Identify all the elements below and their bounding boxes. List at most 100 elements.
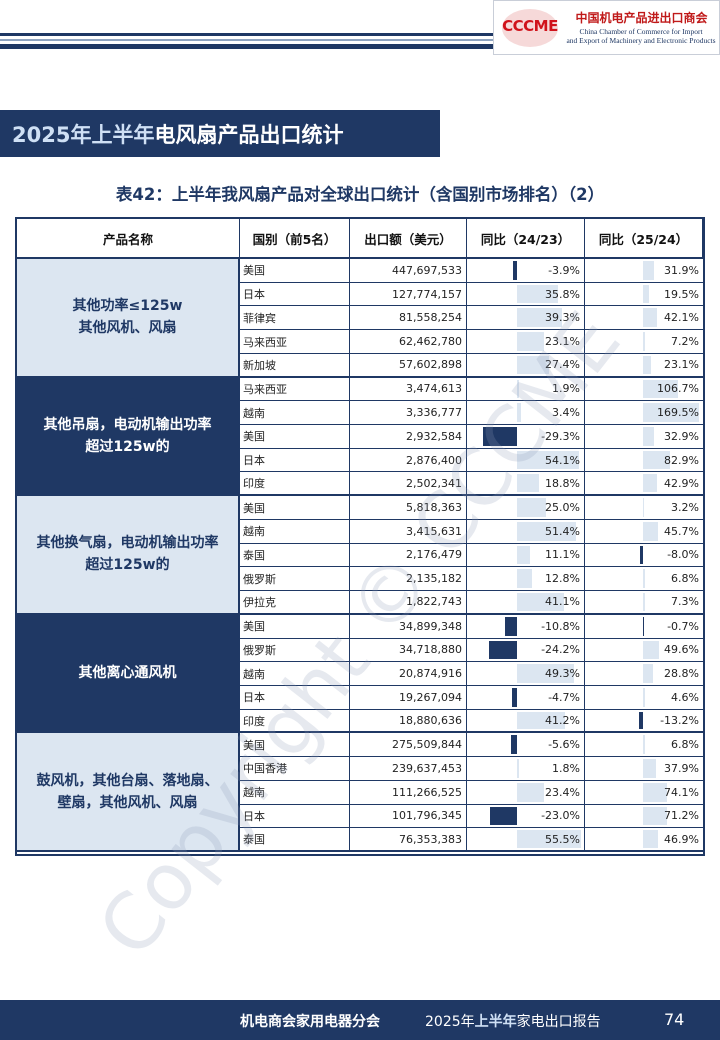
growth-label: -8.0%	[667, 548, 699, 562]
amount-cell: 57,602,898	[350, 353, 467, 378]
growth-cell: 41.2%	[467, 709, 585, 734]
growth-label: 23.1%	[545, 335, 580, 349]
footer: 机电商会家用电器分会 2025年上半年家电出口报告 74	[0, 1000, 720, 1040]
column-header: 同比（25/24）	[585, 219, 703, 259]
growth-cell: -4.7%	[467, 685, 585, 710]
growth-cell: -8.0%	[585, 544, 703, 568]
growth-label: 42.1%	[664, 311, 699, 325]
growth-label: 7.3%	[671, 595, 699, 609]
growth-label: 106.7%	[657, 382, 699, 396]
product-name: 其他换气扇，电动机输出功率	[36, 535, 219, 552]
growth-bar	[517, 569, 532, 589]
growth-label: 74.1%	[664, 785, 699, 799]
logo-box: CCCME 中国机电产品进出口商会 China Chamber of Comme…	[493, 0, 720, 55]
footer-report-half: 上半年	[474, 1014, 517, 1030]
product-cell: 其他离心通风机	[17, 614, 240, 734]
amount-cell: 2,932,584	[350, 425, 467, 449]
growth-label: 71.2%	[664, 809, 699, 823]
growth-bar	[640, 545, 643, 565]
growth-label: -24.2%	[541, 643, 580, 657]
section-title: 2025年上半年 电风扇产品出口统计	[0, 110, 440, 157]
amount-cell: 34,718,880	[350, 638, 467, 663]
country-cell: 越南	[240, 780, 350, 805]
footer-org: 机电商会家用电器分会	[240, 1014, 380, 1030]
growth-cell: -3.9%	[467, 259, 585, 283]
growth-cell: 35.8%	[467, 282, 585, 307]
org-name-en-line: and Export of Machinery and Electronic P…	[566, 36, 716, 45]
amount-cell: 239,637,453	[350, 757, 467, 781]
growth-bar	[643, 403, 699, 423]
growth-cell: 42.9%	[585, 472, 703, 497]
product-name: 其他风机、风扇	[78, 320, 177, 337]
growth-label: 54.1%	[545, 453, 580, 467]
growth-cell: 23.4%	[467, 780, 585, 805]
growth-bar	[517, 403, 521, 423]
product-name: 其他功率≤125w	[72, 298, 183, 315]
country-cell: 美国	[240, 614, 350, 639]
growth-cell: 6.8%	[585, 567, 703, 592]
org-name-en: China Chamber of Commerce for Import and…	[562, 27, 720, 45]
column-header: 国别（前5名）	[240, 219, 350, 259]
growth-label: -5.6%	[548, 738, 580, 752]
country-cell: 俄罗斯	[240, 567, 350, 592]
growth-cell: 25.0%	[467, 496, 585, 520]
growth-bar	[517, 521, 577, 541]
growth-bar	[643, 687, 645, 707]
growth-label: 31.9%	[664, 263, 699, 277]
growth-bar	[643, 284, 650, 304]
growth-bar	[490, 806, 517, 826]
country-cell: 马来西亚	[240, 377, 350, 402]
growth-cell: 7.3%	[585, 591, 703, 615]
growth-cell: 19.5%	[585, 283, 703, 307]
product-name: 超过125w的	[85, 438, 170, 455]
growth-cell: 28.8%	[585, 662, 703, 686]
amount-cell: 5,818,363	[350, 496, 467, 520]
country-cell: 越南	[240, 401, 350, 426]
growth-label: 169.5%	[657, 406, 699, 420]
stripe	[0, 44, 493, 49]
growth-cell: 23.1%	[585, 354, 703, 378]
growth-bar	[643, 664, 653, 683]
growth-bar	[517, 284, 559, 304]
amount-cell: 111,266,525	[350, 780, 467, 805]
growth-label: 25.0%	[545, 501, 580, 515]
growth-label: 3.2%	[671, 501, 699, 515]
country-cell: 美国	[240, 496, 350, 520]
country-cell: 印度	[240, 472, 350, 497]
growth-bar	[643, 261, 654, 280]
growth-label: 4.6%	[671, 690, 699, 704]
footer-report-year: 2025年	[425, 1014, 475, 1030]
growth-cell: -13.2%	[585, 710, 703, 734]
growth-bar	[517, 545, 530, 565]
amount-cell: 3,336,777	[350, 401, 467, 426]
amount-cell: 127,774,157	[350, 282, 467, 307]
growth-bar	[504, 616, 517, 636]
growth-cell: -0.7%	[585, 615, 703, 639]
table-caption: 表42：上半年我风扇产品对全球出口统计（含国别市场排名）（2）	[115, 185, 605, 204]
growth-bar	[643, 521, 659, 541]
country-cell: 菲律宾	[240, 306, 350, 331]
growth-bar	[643, 830, 659, 848]
amount-cell: 2,876,400	[350, 448, 467, 473]
country-cell: 美国	[240, 425, 350, 449]
growth-cell: -29.3%	[467, 425, 585, 449]
growth-label: 82.9%	[664, 453, 699, 467]
growth-label: 35.8%	[545, 287, 580, 301]
growth-cell: 1.9%	[467, 377, 585, 402]
growth-bar	[511, 687, 517, 707]
footer-report: 2025年上半年家电出口报告	[425, 1011, 601, 1031]
growth-label: 6.8%	[671, 572, 699, 586]
product-cell: 其他功率≤125w 其他风机、风扇	[17, 259, 240, 378]
growth-cell: 7.2%	[585, 330, 703, 354]
growth-label: 3.4%	[552, 406, 580, 420]
growth-label: -13.2%	[660, 714, 699, 728]
growth-label: -23.0%	[541, 809, 580, 823]
country-cell: 日本	[240, 282, 350, 307]
amount-cell: 19,267,094	[350, 685, 467, 710]
country-cell: 美国	[240, 259, 350, 283]
growth-cell: 39.3%	[467, 306, 585, 331]
growth-label: 1.9%	[552, 382, 580, 396]
amount-cell: 81,558,254	[350, 306, 467, 331]
growth-cell: 42.1%	[585, 306, 703, 331]
